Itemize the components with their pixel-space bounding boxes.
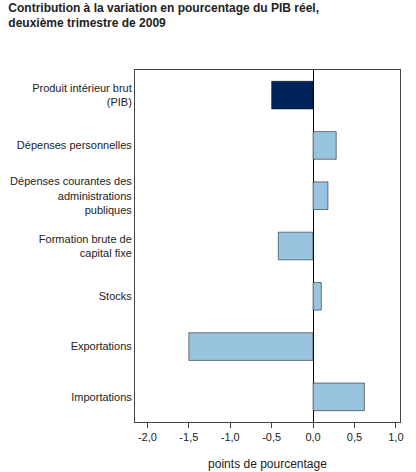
svg-text:Stocks: Stocks: [99, 290, 133, 302]
svg-text:0,0: 0,0: [305, 431, 320, 443]
svg-text:Exportations: Exportations: [71, 340, 133, 352]
svg-text:Dépenses courantes desadminist: Dépenses courantes desadministrationspub…: [10, 175, 132, 216]
svg-text:-2,0: -2,0: [138, 431, 157, 443]
svg-text:Contribution à la variation en: Contribution à la variation en pourcenta…: [8, 1, 319, 31]
svg-text:Dépenses personnelles: Dépenses personnelles: [17, 139, 132, 151]
svg-text:0,5: 0,5: [347, 431, 362, 443]
svg-text:-1,5: -1,5: [179, 431, 198, 443]
svg-text:Formation brute decapital fixe: Formation brute decapital fixe: [39, 233, 132, 259]
svg-text:points de pourcentage: points de pourcentage: [208, 457, 327, 471]
svg-text:-1,0: -1,0: [221, 431, 240, 443]
svg-text:Produit intérieur brut(PIB): Produit intérieur brut(PIB): [32, 82, 132, 108]
svg-text:-0,5: -0,5: [262, 431, 281, 443]
svg-text:1,0: 1,0: [388, 431, 403, 443]
svg-text:Importations: Importations: [71, 391, 132, 403]
